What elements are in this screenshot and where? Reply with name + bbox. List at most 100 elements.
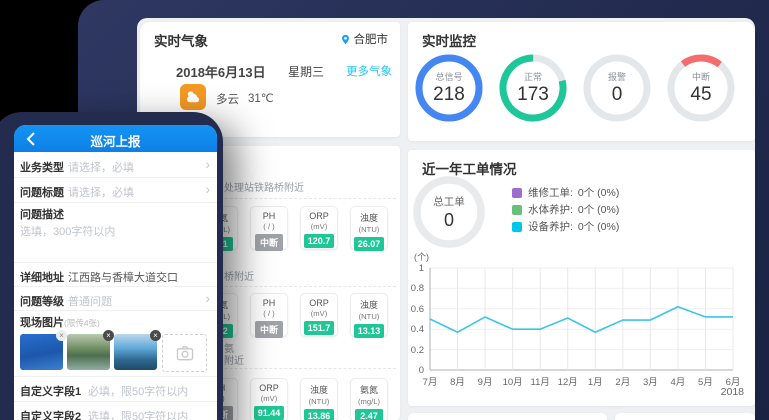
chevron-right-icon: ›: [205, 290, 210, 306]
reading-value: 13.13: [353, 324, 385, 338]
site-photo-thumbnail[interactable]: ×: [67, 330, 114, 370]
bottom-panel-right: [615, 413, 755, 420]
gauge-alarm: 报警 0: [583, 54, 651, 122]
reading-value: 中断: [255, 321, 283, 338]
sensor-card: ORP (mV) 120.7: [300, 206, 338, 250]
weather-date: 2018年6月13日: [176, 65, 266, 80]
divider: [200, 286, 396, 287]
x-axis-year-label: 2018: [720, 386, 744, 398]
field-value: 江西路与香樟大道交口: [68, 272, 178, 284]
more-weather-link[interactable]: 更多气象: [346, 66, 392, 78]
field-address[interactable]: 详细地址 江西路与香樟大道交口: [14, 262, 217, 287]
sensor-card: PH( / )中断: [250, 293, 288, 338]
field-placeholder: 请选择，必填: [68, 162, 134, 174]
divider: [200, 368, 396, 369]
gauge-value: 0: [611, 84, 623, 105]
realtime-monitor-panel: 实时监控 总信号 218 正常 173 报警 0 中断 45: [408, 22, 755, 141]
remove-photo-icon[interactable]: ×: [103, 330, 114, 341]
gauge-normal: 正常 173: [499, 54, 567, 122]
field-placeholder: 选填，300字符以内: [20, 226, 116, 238]
sensor-card-row: 氨氮(mg/L)0.42 PH( / )中断 ORP(mV)151.7 浊度(N…: [200, 293, 388, 338]
city-label: 合肥市: [353, 34, 389, 46]
location-pin-icon: [341, 34, 349, 44]
phone-mockup: 巡河上报 业务类型 请选择，必填 › 问题标题 请选择，必填 › 问题描述 选填…: [0, 112, 223, 420]
back-icon[interactable]: [24, 131, 38, 147]
y-axis-unit-label: (个): [414, 252, 429, 262]
workorder-panel: 近一年工单情况 总工单 0 维修工单: 0个 (0%) 水体养护: 0个 (0%) 设…: [408, 150, 755, 406]
field-site-photos: 现场图片(限传4张) × × ×: [14, 310, 217, 377]
remove-photo-icon[interactable]: ×: [56, 330, 67, 341]
field-placeholder: 必填，限50字符以内: [88, 386, 189, 398]
phone-header: 巡河上报: [14, 125, 217, 152]
reading-value: 151.7: [303, 321, 335, 335]
field-issue-description[interactable]: 问题描述 选填，300字符以内: [14, 202, 217, 263]
divider: [200, 198, 396, 199]
gauge-label: 正常: [523, 72, 542, 82]
phone-page-title: 巡河上报: [90, 135, 141, 149]
sensor-card: 氨氮 (mg/L) 2.47: [350, 378, 388, 420]
partly-cloudy-icon: [180, 84, 206, 110]
weather-weekday: 星期三: [288, 65, 325, 79]
field-placeholder: 请选择，必填: [68, 187, 134, 199]
gauge-value: 218: [433, 84, 465, 105]
sensor-card-row: 氨氮(mg/L)0.71 PH( / )中断 ORP(mV)120.7 浊度(N…: [200, 206, 388, 251]
station-location: 处理站铁路桥附近: [224, 183, 304, 194]
camera-icon: [176, 346, 193, 361]
sensor-card: ORP (mV) 91.44: [250, 378, 288, 420]
weather-panel-title: 实时气象: [154, 34, 208, 49]
reading-value: 中断: [255, 234, 283, 251]
station-location: 氨: [224, 344, 234, 355]
legend-swatch-water: [512, 204, 522, 215]
weather-condition: 多云: [216, 94, 239, 106]
reading-value: 120.7: [303, 234, 335, 248]
chevron-right-icon: ›: [205, 156, 210, 172]
total-workorder-donut: 总工单 0: [412, 175, 486, 249]
donut-value: 0: [443, 209, 454, 230]
legend-swatch-repair: [512, 187, 522, 198]
sensor-card: 浊度 (NTU) 13.13: [350, 293, 388, 338]
gauge-label: 总信号: [435, 72, 463, 82]
phone-screen: 巡河上报 业务类型 请选择，必填 › 问题标题 请选择，必填 › 问题描述 选填…: [14, 125, 217, 420]
workorder-line-chart: [429, 267, 734, 371]
legend-swatch-device: [512, 221, 522, 232]
bottom-panel-left: [408, 413, 607, 420]
reading-value: 2.47: [355, 409, 383, 420]
field-custom-2[interactable]: 自定义字段2 选填，限50字符以内: [14, 401, 217, 420]
sensor-card-row: PH( / )中断 ORP(mV)91.44 浊度(NTU)13.86 氨氮(m…: [200, 378, 388, 420]
city-selector[interactable]: 合肥市: [340, 31, 389, 47]
station-location: 附近: [224, 356, 244, 367]
remove-photo-icon[interactable]: ×: [150, 330, 161, 341]
weather-panel: 实时气象 合肥市 2018年6月13日 星期三 更多气象 多云 31℃: [140, 22, 400, 137]
site-photo-thumbnail[interactable]: ×: [20, 330, 67, 370]
field-placeholder: 选填，限50字符以内: [88, 411, 189, 420]
sensor-card: 浊度 (NTU) 13.86: [300, 378, 338, 420]
gauge-total-signal: 总信号 218: [415, 54, 483, 122]
site-photo-thumbnail[interactable]: ×: [114, 330, 161, 370]
field-value: 普通问题: [68, 296, 112, 308]
monitor-panel-title: 实时监控: [422, 34, 476, 49]
weather-temperature: 31℃: [248, 93, 274, 105]
add-photo-button[interactable]: [162, 334, 207, 372]
field-issue-level[interactable]: 问题等级 普通问题 ›: [14, 286, 217, 311]
sensor-card: 浊度 (NTU) 26.07: [350, 206, 388, 251]
photos-limit-note: (限传4张): [64, 318, 100, 328]
gauge-label: 中断: [691, 72, 710, 82]
gauge-interrupted: 中断 45: [667, 54, 735, 122]
gauge-value: 173: [517, 84, 549, 105]
legend-item: 维修工单: 0个 (0%): [512, 185, 619, 200]
legend-item: 水体养护: 0个 (0%): [512, 202, 619, 217]
sensor-card: ORP (mV) 151.7: [300, 293, 338, 337]
field-custom-1[interactable]: 自定义字段1 必填，限50字符以内: [14, 376, 217, 402]
workorder-panel-title: 近一年工单情况: [422, 162, 517, 177]
gauge-label: 报警: [607, 72, 626, 82]
gauge-value: 45: [690, 84, 712, 105]
donut-label: 总工单: [433, 195, 465, 208]
legend-item: 设备养护: 0个 (0%): [512, 219, 619, 234]
field-issue-title[interactable]: 问题标题 请选择，必填 ›: [14, 177, 217, 203]
field-business-type[interactable]: 业务类型 请选择，必填 ›: [14, 152, 217, 178]
reading-value: 13.86: [303, 409, 335, 420]
chevron-right-icon: ›: [205, 181, 210, 197]
reading-value: 26.07: [353, 237, 385, 251]
reading-value: 91.44: [253, 406, 285, 420]
